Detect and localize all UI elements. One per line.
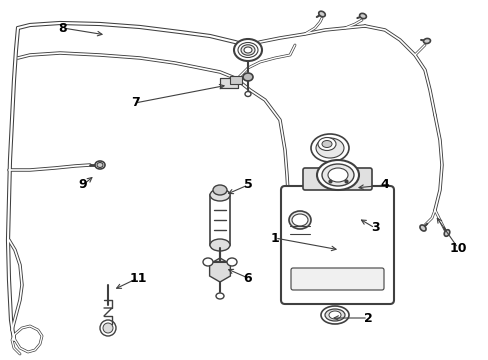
FancyBboxPatch shape [281,186,393,304]
Ellipse shape [95,161,105,169]
Ellipse shape [443,230,449,236]
Ellipse shape [328,311,340,319]
Ellipse shape [321,164,353,186]
Ellipse shape [317,138,335,150]
Ellipse shape [226,258,237,266]
Ellipse shape [213,185,226,195]
Ellipse shape [419,225,425,231]
Bar [229,76,242,84]
Ellipse shape [209,239,229,251]
Ellipse shape [238,42,258,58]
Ellipse shape [291,214,307,226]
Ellipse shape [97,162,103,167]
Ellipse shape [288,211,310,229]
Ellipse shape [318,11,325,17]
Ellipse shape [203,258,213,266]
Bar [209,195,229,245]
Ellipse shape [243,73,252,81]
Ellipse shape [316,160,358,190]
Circle shape [103,323,113,333]
Text: 11: 11 [129,271,146,284]
Ellipse shape [244,91,250,96]
Text: 5: 5 [243,179,252,192]
Circle shape [100,320,116,336]
Bar [220,78,238,88]
Ellipse shape [241,45,254,55]
Text: 6: 6 [243,271,252,284]
Ellipse shape [359,13,366,19]
Ellipse shape [310,134,348,162]
Text: 3: 3 [370,221,379,234]
Text: 7: 7 [130,96,139,109]
Ellipse shape [327,168,347,182]
Text: 1: 1 [270,231,279,244]
Text: 2: 2 [363,311,372,324]
Ellipse shape [321,140,331,148]
Ellipse shape [423,39,429,44]
Text: 9: 9 [79,179,87,192]
Ellipse shape [325,309,345,321]
Ellipse shape [234,39,262,61]
Ellipse shape [244,47,251,53]
Text: 10: 10 [448,242,466,255]
Ellipse shape [209,189,229,201]
Ellipse shape [216,293,224,299]
FancyBboxPatch shape [303,168,371,190]
FancyBboxPatch shape [290,268,383,290]
Text: 4: 4 [380,179,388,192]
Text: 8: 8 [59,22,67,35]
Ellipse shape [320,306,348,324]
Ellipse shape [315,138,343,158]
